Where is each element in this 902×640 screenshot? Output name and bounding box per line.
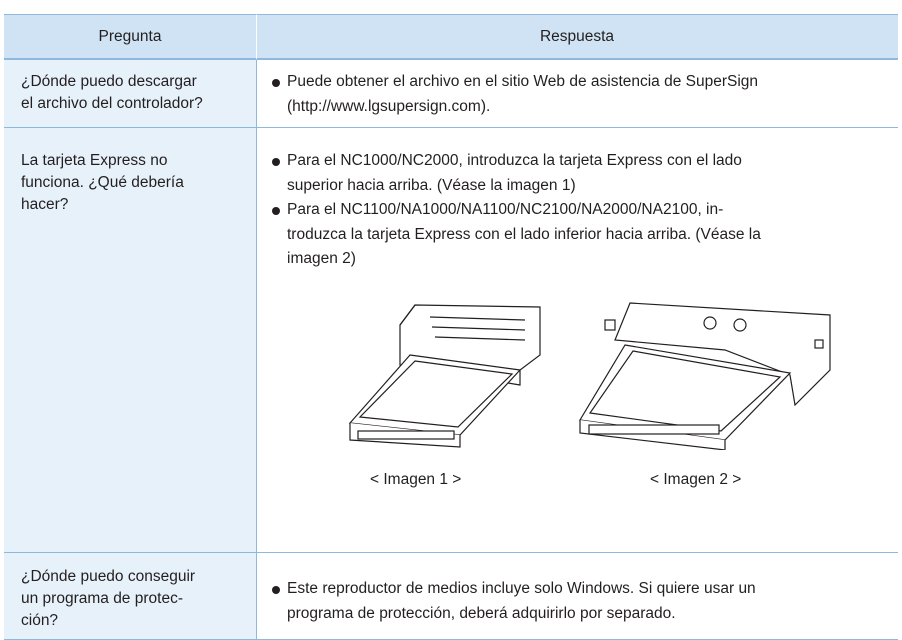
card-image-2 [579, 302, 831, 450]
question-text: funciona. ¿Qué debería [21, 174, 184, 191]
answer-text: Para el NC1000/NC2000, introduzca la tar… [287, 152, 742, 169]
answer-cell [256, 128, 898, 553]
card-image-1 [348, 304, 541, 448]
answer-text: Para el NC1100/NA1000/NA1100/NC2100/NA20… [287, 201, 724, 218]
bullet [272, 586, 280, 594]
image-caption: < Imagen 1 > [370, 471, 462, 488]
header-text: Respuesta [539, 28, 615, 45]
answer-text: (http://www.lgsupersign.com). [287, 97, 491, 115]
image-caption: < Imagen 2 > [650, 471, 742, 488]
question-text: ción? [21, 612, 59, 629]
header-text: Pregunta [98, 28, 162, 45]
question-text: un programa de protec- [21, 590, 183, 607]
answer-text: programa de protección, deberá adquirirl… [287, 604, 676, 622]
question-text: el archivo del controlador? [21, 95, 203, 112]
question-text: ¿Dónde puedo conseguir [21, 568, 196, 585]
answer-cell [256, 60, 898, 128]
bullet [272, 207, 280, 215]
header-right [256, 14, 898, 60]
question-text: ¿Dónde puedo descargar [21, 73, 197, 90]
question-cell [4, 553, 256, 640]
answer-text: Este reproductor de medios incluye solo … [287, 580, 756, 597]
bullet [272, 158, 280, 166]
answer-text: troduzca la tarjeta Express con el lado … [287, 225, 761, 243]
bullet [272, 79, 280, 87]
question-cell [4, 60, 256, 128]
answer-text: imagen 2) [287, 250, 356, 267]
answer-text: Puede obtener el archivo en el sitio Web… [287, 73, 759, 90]
header-left [4, 14, 256, 60]
question-cell [4, 128, 256, 553]
answer-text: superior hacia arriba. (Véase la imagen … [287, 176, 576, 194]
question-text: La tarjeta Express no [21, 152, 168, 169]
question-text: hacer? [21, 196, 69, 213]
